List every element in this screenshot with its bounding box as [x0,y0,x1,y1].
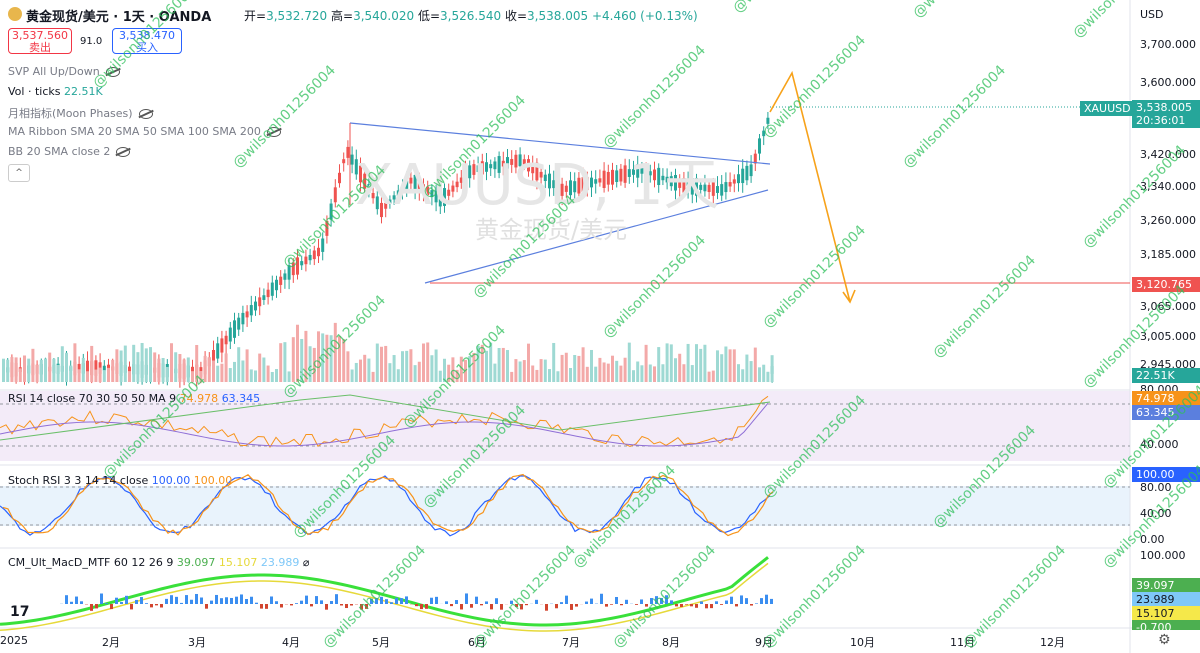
time-tick: 11月 [950,636,975,649]
time-tick: 7月 [562,636,580,649]
volume-tag: 22.51K [1132,368,1200,383]
price-tick: 3,065.000 [1140,300,1196,313]
rsi-legend[interactable]: RSI 14 close 70 30 50 50 MA 9 74.978 63.… [8,392,261,405]
indicator-bb[interactable]: BB 20 SMA close 2 [8,145,131,158]
indicator-svp[interactable]: SVP All Up/Down [8,65,120,78]
time-tick: 9月 [755,636,773,649]
indicator-vol[interactable]: Vol · ticks 22.51K [8,85,103,98]
currency-label[interactable]: USD [1140,8,1164,21]
hidden-eye-icon[interactable] [116,147,131,157]
tradingview-logo: 17 [10,604,30,620]
time-tick: 2025 [0,634,28,647]
countdown-tag: 20:36:01 [1132,113,1200,128]
symbol-title[interactable]: 黄金现货/美元 · 1天 · OANDA [26,10,212,25]
rsi-tag-1: 74.978 [1132,391,1200,406]
hidden-eye-icon[interactable] [266,127,281,137]
time-tick: 5月 [372,636,390,649]
symbol-tag: XAUUSD [1080,101,1135,116]
macd-legend[interactable]: CM_Ult_MacD_MTF 60 12 26 9 39.097 15.107… [8,556,310,569]
gold-icon [8,7,22,21]
time-tick: 8月 [662,636,680,649]
sell-button[interactable]: 3,537.560 卖出 [8,28,72,54]
time-tick: 2月 [102,636,120,649]
stoch-axis-80: 80.00 [1140,481,1172,494]
price-tick: 3,340.000 [1140,180,1196,193]
price-tick: 3,260.000 [1140,214,1196,227]
price-tick: 3,420.000 [1140,148,1196,161]
name-watermark: 黄金现货/美元 [475,216,628,244]
stoch-axis-40: 40.00 [1140,507,1172,520]
rsi-axis-40: 40.000 [1140,438,1179,451]
rsi-tag-2: 63.345 [1132,405,1200,420]
collapse-chevron-icon[interactable]: ^ [8,164,30,182]
price-tick: 3,600.000 [1140,76,1196,89]
hidden-eye-icon[interactable] [105,67,120,77]
spread-value: 91.0 [80,36,103,47]
last-price-tag: 3,538.005 [1132,100,1200,115]
level-tag: 3,120.765 [1132,277,1200,292]
price-tick: 3,185.000 [1140,248,1196,261]
time-tick: 10月 [850,636,875,649]
macd-tag-2: 23.989 [1132,592,1200,607]
symbol-watermark: XAUUSD, 1天 [355,153,720,218]
stoch-axis-0: 0.00 [1140,533,1165,546]
time-tick: 6月 [468,636,486,649]
price-tick: 3,005.000 [1140,330,1196,343]
time-tick: 4月 [282,636,300,649]
macd-tag-1: 39.097 [1132,578,1200,593]
hidden-eye-icon[interactable] [138,109,153,119]
macd-axis-100: 100.000 [1140,549,1186,562]
time-tick: 3月 [188,636,206,649]
buy-button[interactable]: 3,538.470 买入 [112,28,182,54]
stoch-tag: 100.00 [1132,467,1200,482]
indicator-moon[interactable]: 月相指标(Moon Phases) [8,105,153,121]
ohlc-readout: 开=3,532.720 高=3,540.020 低=3,526.540 收=3,… [244,9,698,23]
indicator-ma-ribbon[interactable]: MA Ribbon SMA 20 SMA 50 SMA 100 SMA 200 [8,125,281,138]
stoch-legend[interactable]: Stoch RSI 3 3 14 14 close 100.00 100.00 [8,474,233,487]
macd-tag-4: -0.700 [1132,620,1200,630]
price-tick: 3,700.000 [1140,38,1196,51]
settings-gear-icon[interactable]: ⚙ [1158,632,1171,648]
macd-tag-3: 15.107 [1132,606,1200,621]
price-tick: 2,945.000 [1140,358,1196,371]
time-tick: 12月 [1040,636,1065,649]
